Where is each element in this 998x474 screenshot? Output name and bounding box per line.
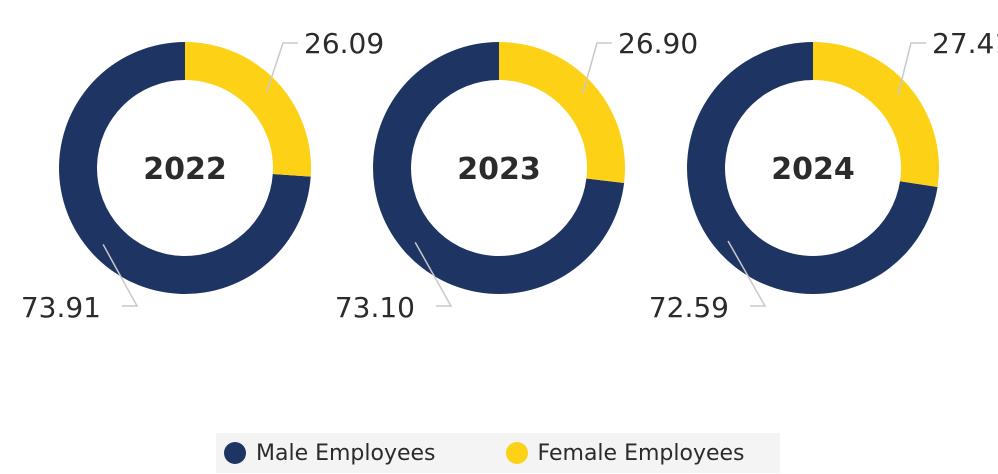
donut-title-2023: 2023 bbox=[457, 152, 541, 187]
leader-line-male-2022 bbox=[102, 244, 139, 307]
legend: Male Employees Female Employees bbox=[216, 433, 780, 473]
legend-item-male: Male Employees bbox=[224, 441, 436, 466]
slice-female-2022 bbox=[185, 42, 311, 177]
slice-female-2024 bbox=[813, 42, 939, 188]
data-label-female-2024: 27.41 bbox=[932, 27, 998, 60]
donut-charts: 2022 26.09 73.91 2023 26.90 73.10 2024 27.41 72.… bbox=[21, 27, 998, 324]
legend-swatch-female bbox=[505, 442, 528, 464]
donut-2022: 2022 26.09 73.91 bbox=[21, 27, 384, 324]
donut-title-2022: 2022 bbox=[143, 152, 227, 187]
data-label-male-2023: 73.10 bbox=[335, 291, 415, 324]
leader-line-female-2022 bbox=[266, 42, 298, 92]
leader-line-female-2024 bbox=[897, 42, 926, 96]
slice-male-2022 bbox=[59, 42, 311, 294]
slice-female-2023 bbox=[499, 42, 625, 184]
slice-male-2023 bbox=[373, 42, 625, 294]
legend-label-female: Female Employees bbox=[537, 440, 745, 466]
legend-swatch-male bbox=[224, 442, 246, 464]
legend-label-male: Male Employees bbox=[256, 440, 436, 466]
data-label-female-2022: 26.09 bbox=[304, 27, 384, 60]
leader-line-female-2023 bbox=[582, 42, 612, 94]
data-label-male-2022: 73.91 bbox=[21, 291, 101, 324]
donut-2023: 2023 26.90 73.10 bbox=[335, 27, 698, 324]
leader-line-male-2024 bbox=[727, 240, 767, 307]
data-label-male-2024: 72.59 bbox=[649, 291, 729, 324]
legend-item-female: Female Employees bbox=[505, 440, 745, 466]
donut-2024: 2024 27.41 72.59 bbox=[649, 27, 998, 324]
leader-line-male-2023 bbox=[414, 241, 453, 307]
data-label-female-2023: 26.90 bbox=[618, 27, 698, 60]
slice-male-2024 bbox=[687, 42, 938, 294]
donut-title-2024: 2024 bbox=[771, 152, 855, 187]
